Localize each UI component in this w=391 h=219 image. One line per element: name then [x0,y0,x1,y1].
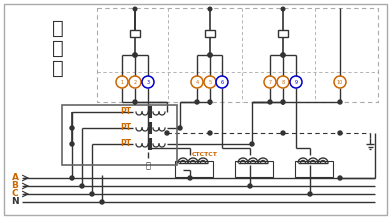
Circle shape [70,142,74,146]
Text: 2: 2 [133,79,136,85]
Bar [130,30,140,37]
Bar [278,30,288,37]
Text: 10: 10 [337,79,343,85]
Circle shape [188,176,192,180]
Circle shape [268,100,272,104]
Circle shape [133,7,137,11]
Circle shape [281,7,285,11]
Text: PT: PT [120,108,131,117]
Text: N: N [11,198,19,207]
Text: PT: PT [120,140,131,148]
Text: PT: PT [120,124,131,132]
Bar [205,30,215,37]
Circle shape [208,53,212,57]
Bar [295,161,333,177]
Bar [175,161,213,177]
Circle shape [165,131,169,135]
Text: 8: 8 [282,79,285,85]
Circle shape [70,126,74,130]
Circle shape [208,53,212,57]
Circle shape [281,53,285,57]
Text: 能: 能 [52,39,64,58]
Circle shape [133,100,137,104]
Text: 4: 4 [196,79,199,85]
Circle shape [208,131,212,135]
Circle shape [248,184,252,188]
Bar [235,161,273,177]
Circle shape [308,192,312,196]
Text: 6: 6 [221,79,224,85]
Circle shape [178,126,182,130]
Text: 电: 电 [52,18,64,37]
Circle shape [338,176,342,180]
Text: B: B [12,182,18,191]
Circle shape [80,184,84,188]
Text: 表: 表 [52,58,64,78]
Text: ⏚: ⏚ [145,161,151,170]
Circle shape [133,53,137,57]
Circle shape [338,100,342,104]
Circle shape [281,131,285,135]
Text: 9: 9 [294,79,298,85]
Bar [97,8,378,102]
Circle shape [195,100,199,104]
Text: A: A [11,173,18,182]
Circle shape [250,142,254,146]
Circle shape [208,100,212,104]
Circle shape [100,200,104,204]
Circle shape [90,192,94,196]
Circle shape [70,176,74,180]
Circle shape [208,7,212,11]
Text: C: C [12,189,18,198]
Text: 1: 1 [120,79,124,85]
Text: 7: 7 [269,79,272,85]
Circle shape [281,100,285,104]
Bar [62,105,177,165]
Text: 3: 3 [147,79,150,85]
Text: 5: 5 [208,79,212,85]
Text: CTCTCT: CTCTCT [192,152,218,157]
Circle shape [133,53,137,57]
Circle shape [281,53,285,57]
Circle shape [338,131,342,135]
